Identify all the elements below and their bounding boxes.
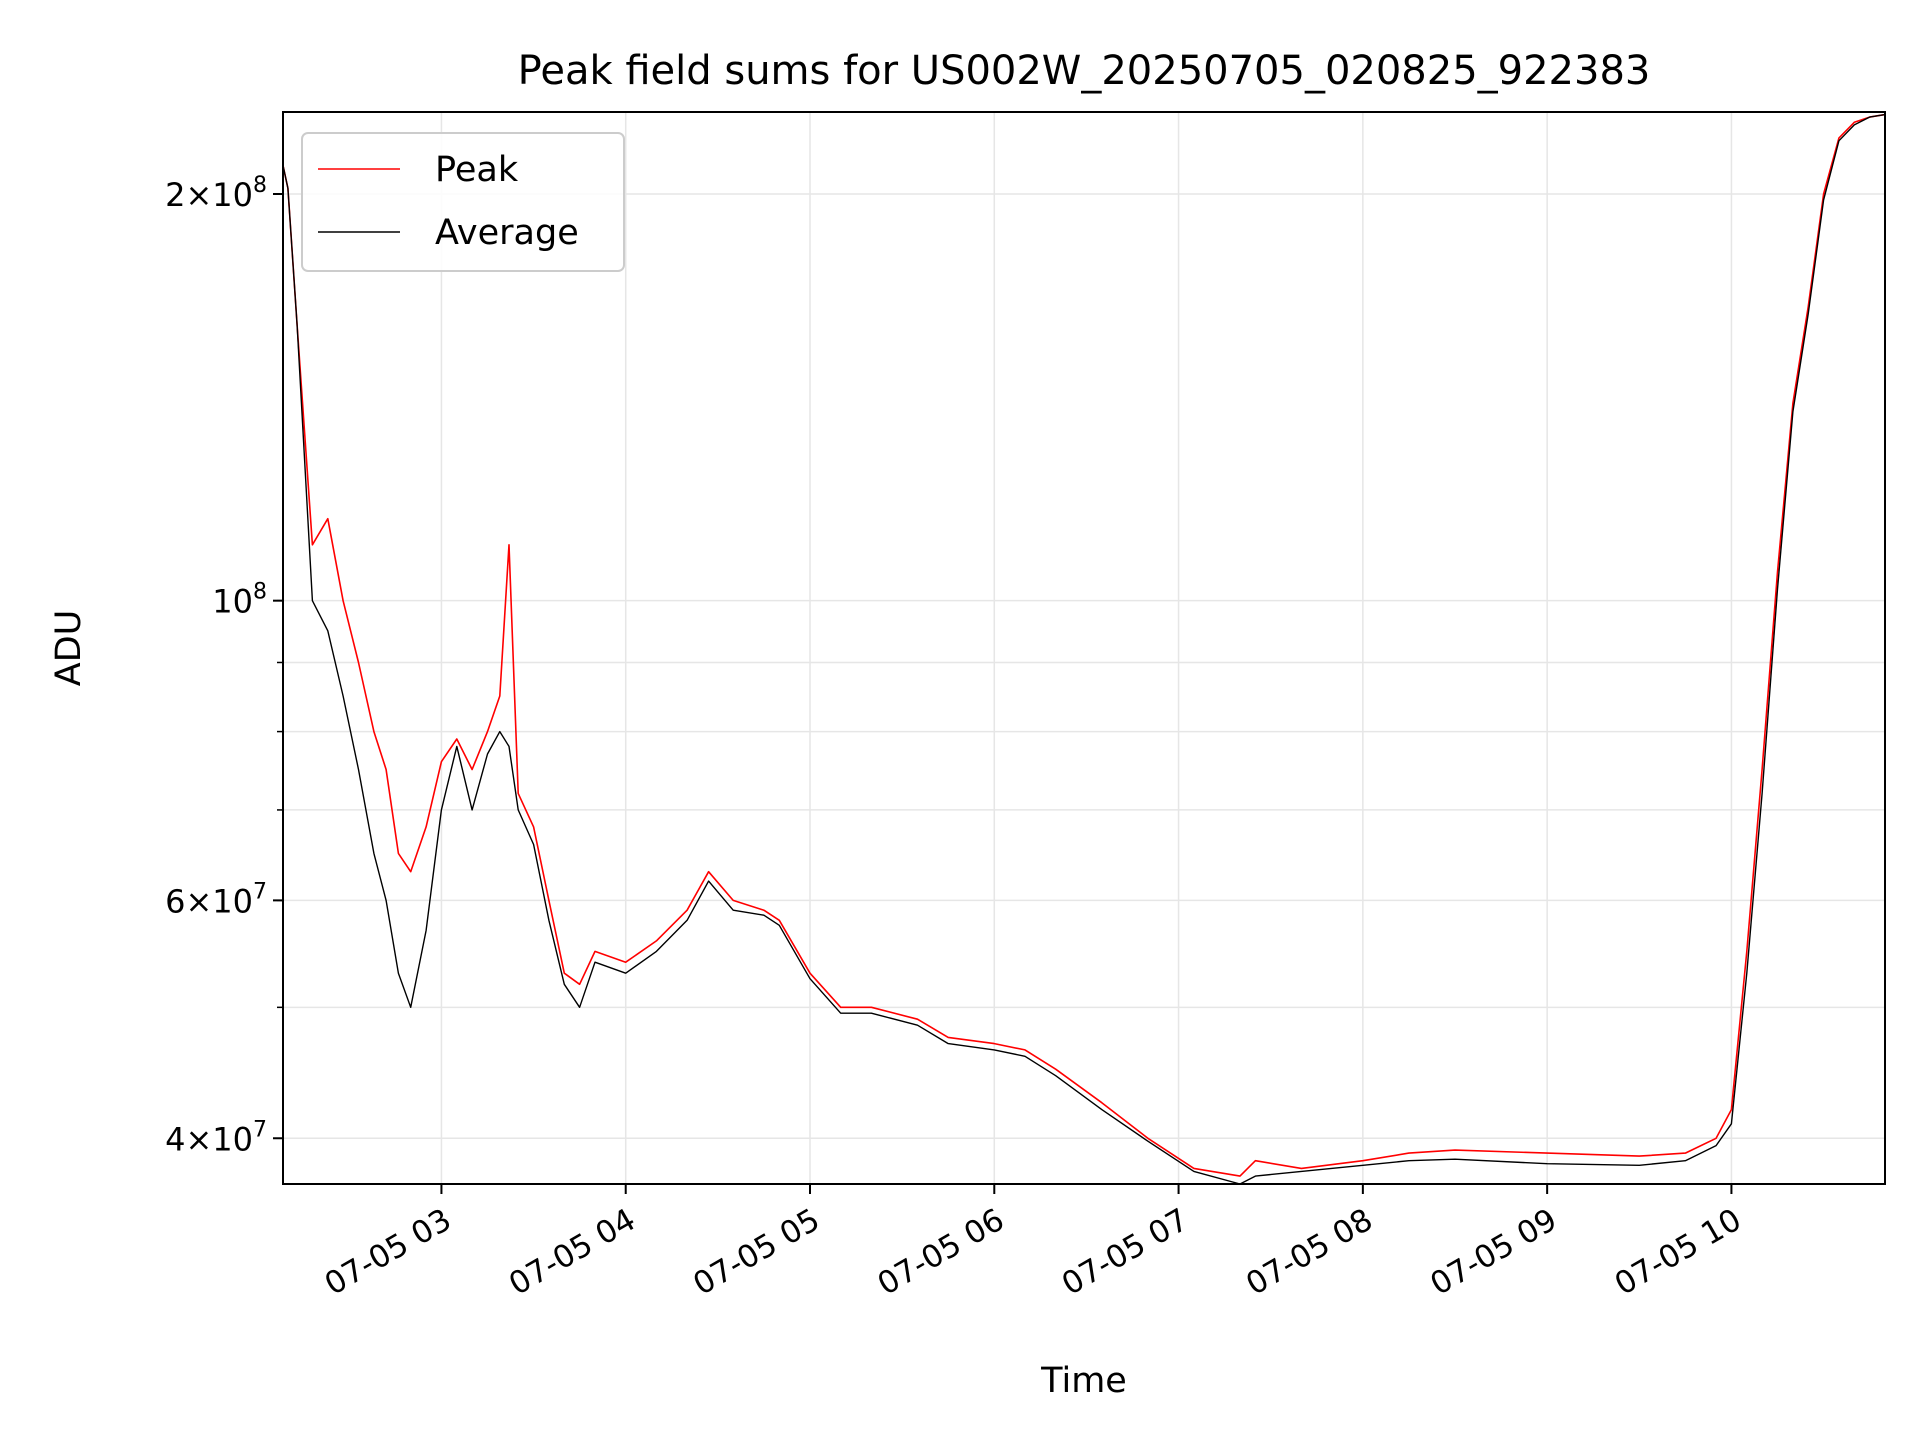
y-tick-label: 6×107: [165, 879, 267, 920]
grid: [283, 112, 1885, 1184]
y-tick-label: 2×108: [165, 173, 267, 214]
legend: Peak Average: [301, 132, 625, 272]
legend-box: [301, 132, 625, 272]
x-axis-label: Time: [1040, 1361, 1127, 1401]
chart-title: Peak field sums for US002W_20250705_0208…: [518, 48, 1651, 94]
series-layer: [282, 113, 1886, 1185]
series-line-average: [282, 113, 1886, 1185]
legend-label-peak: Peak: [435, 150, 519, 190]
plot-frame: [282, 111, 1886, 1185]
series-line-peak: [282, 113, 1886, 1177]
legend-label-average: Average: [435, 213, 579, 253]
y-axis-label: ADU: [49, 610, 89, 687]
y-tick-label: 4×107: [165, 1117, 267, 1158]
